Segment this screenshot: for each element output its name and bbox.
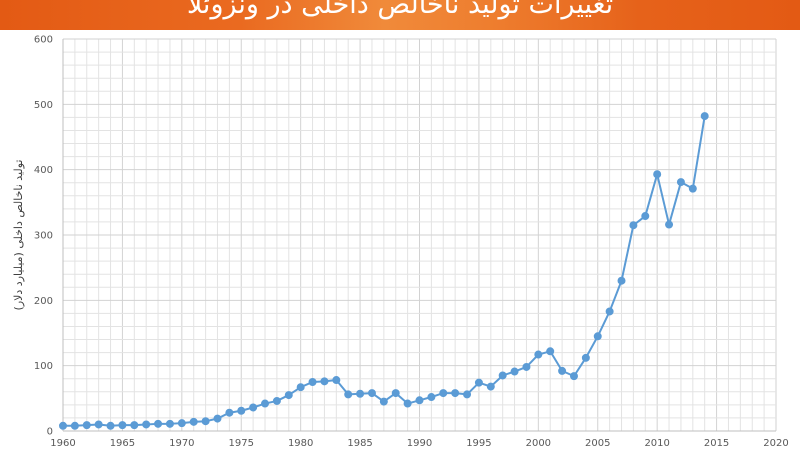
data-point [427,393,436,402]
tick-labels: 0 100 200 300 400 500 600 1960 1965 1970 1975 1980 1… [34,35,789,450]
data-point [106,421,115,430]
x-tick-label: 2015 [704,438,729,449]
x-tick-label: 2020 [763,438,788,449]
x-tick-label: 2010 [644,438,669,449]
data-point [486,382,495,391]
data-point [474,378,483,387]
y-tick-label: 100 [34,361,53,372]
y-tick-label: 600 [34,35,53,46]
x-tick-label: 2000 [526,438,551,449]
gridlines [62,38,777,432]
data-point [344,390,353,399]
data-point [296,383,305,392]
chart-title: تغییرات تولید ناخالص داخلی در ونزوئلا [186,0,614,20]
x-tick-label: 1975 [229,438,254,449]
series-gdp [59,112,709,430]
data-point [498,371,507,380]
data-point [688,184,697,193]
data-point [154,419,163,428]
data-point [189,417,198,426]
data-point [510,367,519,376]
data-point [213,414,222,423]
x-tick-label: 1960 [50,438,75,449]
data-point [82,421,91,430]
data-point [332,376,341,385]
y-tick-label: 300 [34,231,53,242]
data-point [70,421,79,430]
y-tick-label: 500 [34,100,53,111]
data-point [581,353,590,362]
data-point [629,221,638,230]
axes [62,39,776,432]
data-point [617,276,626,285]
data-point [665,220,674,229]
data-point [569,372,578,381]
title-bar: تغییرات تولید ناخالص داخلی در ونزوئلا [0,0,800,30]
y-tick-label: 400 [34,165,53,176]
data-point [415,396,424,405]
data-point [676,178,685,187]
data-point [94,420,103,429]
data-point [546,347,555,356]
x-tick-label: 1985 [347,438,372,449]
data-point [403,399,412,408]
data-point [130,421,139,430]
x-tick-label: 1980 [288,438,313,449]
data-point [225,408,234,417]
y-tick-label: 0 [47,427,53,438]
data-point [463,390,472,399]
data-point [272,396,281,405]
x-tick-label: 2005 [585,438,610,449]
data-point [379,397,388,406]
data-point [593,332,602,341]
data-point [605,307,614,316]
data-point [391,389,400,398]
x-tick-label: 1990 [407,438,432,449]
data-point [641,212,650,221]
data-point [59,421,67,430]
data-point [653,170,662,179]
data-point [439,389,448,398]
data-point [700,112,709,121]
data-point [177,419,186,428]
data-point [284,391,293,400]
data-point [165,419,174,428]
data-point [261,399,270,408]
y-axis-title: تولید ناخالص داخلی (میلیارد دلار) [12,160,25,311]
data-point [118,421,127,430]
data-point [249,403,258,412]
data-point [534,350,543,359]
data-point [201,417,210,426]
data-point [308,378,317,386]
x-tick-label: 1965 [110,438,135,449]
data-point [451,389,460,398]
data-point [356,389,365,398]
data-point [522,362,531,371]
data-point [237,406,246,415]
data-point [558,366,567,375]
data-point [142,420,151,429]
x-tick-label: 1995 [466,438,491,449]
y-tick-label: 200 [34,296,53,307]
data-point [320,377,329,386]
x-tick-label: 1970 [169,438,194,449]
data-point [367,389,376,398]
